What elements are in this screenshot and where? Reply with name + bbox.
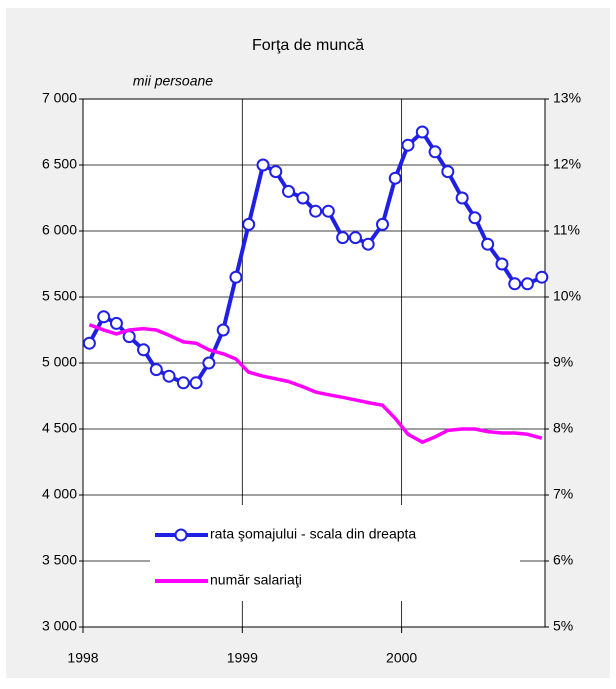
y2-tick-label: 6%: [553, 552, 573, 568]
series-marker: [428, 145, 442, 159]
series-marker: [336, 231, 350, 245]
x-tick-label: 2000: [386, 650, 417, 666]
series-marker: [441, 165, 455, 179]
y-tick-label: 5 000: [42, 354, 77, 370]
series-marker: [189, 376, 203, 390]
y2-tick-label: 8%: [553, 420, 573, 436]
y-tick-label: 3 500: [42, 552, 77, 568]
y-tick-label: 4 000: [42, 486, 77, 502]
y2-tick-label: 11%: [553, 222, 580, 238]
y2-tick-label: 12%: [553, 156, 581, 172]
legend-label: număr salariaţi: [210, 572, 302, 588]
series-marker: [376, 217, 390, 231]
series-marker: [309, 204, 323, 218]
y-tick-label: 6 000: [42, 222, 77, 238]
series-marker: [468, 211, 482, 225]
legend-box: [150, 505, 520, 601]
y2-tick-label: 10%: [553, 288, 581, 304]
y2-tick-label: 5%: [553, 618, 573, 634]
legend-label: rata şomajului - scala din dreapta: [210, 526, 416, 542]
legend-marker: [174, 528, 188, 542]
series-marker: [149, 363, 163, 377]
series-marker: [202, 356, 216, 370]
y2-tick-label: 9%: [553, 354, 573, 370]
series-marker: [388, 171, 402, 185]
series-marker: [455, 191, 469, 205]
series-marker: [401, 138, 415, 152]
series-marker: [256, 158, 270, 172]
series-marker: [229, 270, 243, 284]
y-tick-label: 7 000: [42, 90, 77, 106]
series-marker: [282, 184, 296, 198]
y-tick-label: 6 500: [42, 156, 77, 172]
series-marker: [321, 204, 335, 218]
series-marker: [296, 191, 310, 205]
x-tick-label: 1999: [227, 650, 258, 666]
series-marker: [109, 316, 123, 330]
series-marker: [82, 336, 96, 350]
series-marker: [535, 270, 549, 284]
series-marker: [348, 231, 362, 245]
series-marker: [269, 165, 283, 179]
series-marker: [361, 237, 375, 251]
series-marker: [97, 310, 111, 324]
series-marker: [508, 277, 522, 291]
series-line: [88, 323, 543, 444]
x-tick-label: 1998: [67, 650, 98, 666]
series-marker: [162, 369, 176, 383]
y2-tick-label: 13%: [553, 90, 581, 106]
series-marker: [137, 343, 151, 357]
series-marker: [216, 323, 230, 337]
series-marker: [481, 237, 495, 251]
y-tick-label: 5 500: [42, 288, 77, 304]
y-tick-label: 3 000: [42, 618, 77, 634]
series-marker: [520, 277, 534, 291]
series-marker: [495, 257, 509, 271]
y-axis-label: mii persoane: [133, 73, 213, 89]
y2-tick-label: 7%: [553, 486, 573, 502]
series-marker: [415, 125, 429, 139]
y-tick-label: 4 500: [42, 420, 77, 436]
series-marker: [176, 376, 190, 390]
chart-title: Forţa de muncă: [252, 37, 364, 54]
series-marker: [242, 217, 256, 231]
